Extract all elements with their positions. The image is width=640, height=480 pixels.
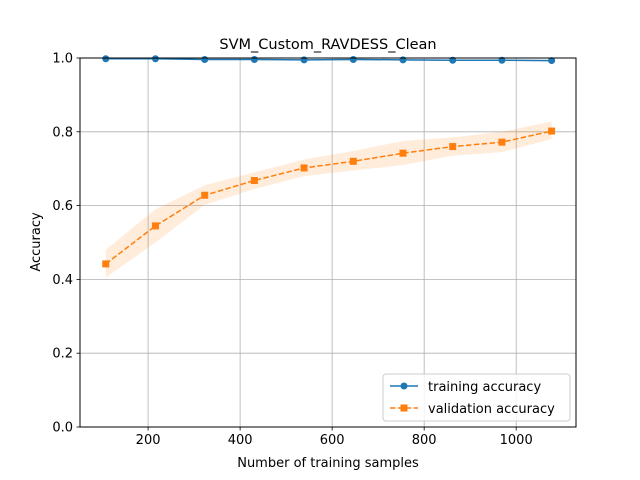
x-tick-label: 600 (320, 433, 345, 448)
y-tick-label: 0.4 (52, 273, 73, 288)
tick-layer: 200 400 600 800 1000 0.0 0.2 0.4 0.6 0.8 1.0 (52, 52, 532, 449)
y-tick-label: 1.0 (52, 52, 73, 67)
legend-training-marker (400, 382, 408, 390)
legend-training-label: training accuracy (428, 380, 541, 395)
series-layer (102, 55, 556, 268)
series-1-point (548, 127, 556, 135)
series-1-point (250, 177, 258, 185)
series-1-band (105, 121, 552, 278)
series-0-point (102, 55, 110, 63)
y-tick-label: 0.0 (52, 421, 73, 436)
legend-validation-label: validation accuracy (428, 402, 555, 417)
x-tick-label: 200 (136, 433, 161, 448)
plot-area (80, 58, 576, 427)
y-tick-label: 0.8 (52, 125, 73, 140)
series-0-point (250, 55, 258, 63)
x-tick-label: 400 (228, 433, 253, 448)
series-0-point (349, 55, 357, 63)
series-0-point (399, 56, 407, 64)
series-0-line (105, 57, 552, 62)
chart-title: SVM_Custom_RAVDESS_Clean (219, 37, 436, 53)
x-tick-label: 1000 (500, 433, 533, 448)
legend: training accuracy validation accuracy (382, 373, 571, 422)
series-1-point (201, 191, 209, 199)
y-axis-label: Accuracy (29, 212, 44, 272)
series-1-point (151, 222, 159, 230)
series-0-point (300, 56, 308, 64)
series-1-point (498, 138, 506, 146)
x-axis-label: Number of training samples (237, 456, 419, 471)
y-tick-label: 0.2 (52, 347, 73, 362)
series-1-point (399, 149, 407, 157)
series-1-line (105, 130, 552, 265)
series-1-point (102, 260, 110, 268)
series-1-point (349, 157, 357, 165)
legend-box (382, 373, 571, 422)
series-0-point (151, 55, 159, 63)
series-0-point (548, 57, 556, 65)
legend-validation-marker (400, 404, 408, 412)
plot-frame (79, 57, 577, 428)
series-1-point (300, 164, 308, 172)
series-0-point (201, 55, 209, 63)
x-tick-label: 800 (412, 433, 437, 448)
y-tick-label: 0.6 (52, 199, 73, 214)
series-1-point (449, 143, 457, 151)
